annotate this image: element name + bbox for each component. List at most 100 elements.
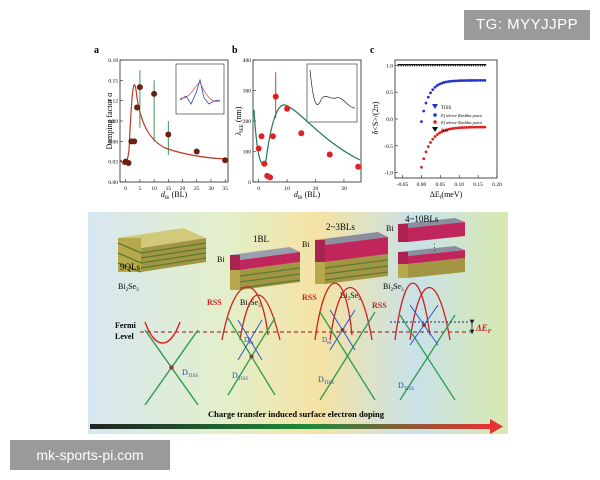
panel-c-blue-point bbox=[429, 91, 432, 95]
panel-c-blue-point bbox=[476, 79, 480, 82]
schematic: ⋮ 9QLs 1BL 2~3BLs 4~10BLs Bi2Se3 Bi Bi2S… bbox=[88, 212, 508, 434]
panel-c-red-point bbox=[478, 125, 482, 129]
panel-b-point bbox=[255, 145, 262, 152]
panel-a-point bbox=[222, 157, 229, 164]
panel-a: a 0.00 0.03 0.06 0.09 0.12 0.15 0.18 0 5 10 15 20 2… bbox=[94, 45, 229, 201]
panel-c-red-point bbox=[444, 128, 448, 132]
panel-c-xtick-label: 0.20 bbox=[492, 182, 502, 188]
panel-c-blue-point bbox=[481, 78, 485, 82]
panel-c-blue-point bbox=[424, 101, 428, 105]
bi-label-2: Bi bbox=[302, 240, 310, 249]
panel-c-frame bbox=[394, 59, 498, 179]
panel-c-red-point bbox=[463, 126, 466, 129]
panel-a-ytick-label: 0.12 bbox=[108, 99, 118, 105]
panel-b-xtick-label: 0 bbox=[257, 186, 260, 192]
panel-c-blue-point bbox=[458, 79, 462, 83]
panel-c-net-point bbox=[399, 63, 403, 67]
panel-a-inset-curve bbox=[179, 78, 221, 105]
panel-c-red-point bbox=[458, 126, 462, 130]
panel-a-point bbox=[131, 138, 138, 145]
panel-b-ytick-label: 100 bbox=[243, 150, 252, 156]
doping-arrow-head bbox=[490, 419, 503, 434]
panel-c-net-point bbox=[476, 63, 480, 67]
panel-c-red-point bbox=[440, 130, 444, 134]
bi-label-3: Bi bbox=[386, 224, 394, 233]
panel-c-red-point bbox=[469, 125, 473, 129]
panel-a-ytick-label: 0.18 bbox=[108, 58, 118, 64]
panel-c-yticks: -1.0 -0.5 0.0 0.5 1.0 bbox=[384, 63, 398, 177]
panel-a-point bbox=[151, 90, 158, 97]
panel-c-blue-point bbox=[465, 79, 469, 82]
panel-c-blue-point bbox=[463, 79, 466, 82]
panel-b-ytick-label: 400 bbox=[243, 58, 252, 64]
panel-c-blue-point bbox=[483, 78, 487, 82]
panel-c-net-point bbox=[471, 63, 476, 67]
panel-c-blue-point bbox=[456, 79, 460, 83]
substrate-label-4: Bi2Se3 bbox=[383, 282, 404, 293]
band-diagram-4: RSS DTISS ΔEF bbox=[372, 282, 492, 401]
fermi-label-2: Level bbox=[115, 332, 134, 341]
panel-a-xlabel: dBi (BL) bbox=[161, 190, 188, 201]
stage-label-2-3bl: 2~3BLs bbox=[326, 222, 355, 232]
panel-c-xlabel: ΔEf(meV) bbox=[430, 190, 463, 201]
panel-c-net-point bbox=[410, 63, 414, 67]
panel-c-red-point bbox=[481, 125, 485, 129]
panel-c-ytick-label: -0.5 bbox=[384, 144, 393, 150]
panel-c-net-point bbox=[453, 63, 458, 67]
panel-a-fit-curve bbox=[120, 84, 227, 166]
panel-c-net-point bbox=[437, 63, 442, 67]
panel-c-blue-point bbox=[467, 79, 471, 82]
panel-c-blue-point bbox=[438, 82, 441, 86]
panel-c-net-point bbox=[433, 63, 437, 67]
stack-4-10bl: ⋮ bbox=[398, 218, 465, 278]
panel-c-net-point bbox=[406, 63, 410, 67]
panel-c-xtick-label: 0.05 bbox=[436, 182, 446, 188]
d-tiss-1: DTISS bbox=[182, 368, 198, 379]
panel-c-red-point bbox=[456, 126, 460, 130]
panel-c-ylabel: δ<S>/(2π) bbox=[371, 101, 380, 134]
fermi-label-1: Fermi bbox=[115, 321, 137, 330]
panel-c-blue-point bbox=[451, 79, 455, 83]
panel-c-red-point bbox=[474, 125, 478, 129]
d-tiss-2: DTISS bbox=[232, 371, 248, 382]
legend-tiss: TISS bbox=[441, 106, 452, 111]
panel-a-point bbox=[134, 104, 141, 111]
panel-c-net-point bbox=[397, 63, 401, 67]
panel-a-point bbox=[193, 148, 200, 155]
stack-1bl bbox=[230, 247, 301, 290]
panel-b-point bbox=[267, 174, 274, 181]
panel-a-xtick-label: 15 bbox=[166, 186, 172, 192]
legend-ef-blue: Ef above Rashba point bbox=[440, 113, 483, 118]
panel-b-xtick-label: 20 bbox=[313, 186, 319, 192]
panel-c-red-point bbox=[467, 125, 471, 129]
panel-c-red-point bbox=[422, 157, 426, 161]
panel-c-net-point bbox=[435, 63, 439, 67]
panel-a-xtick-label: 10 bbox=[151, 186, 157, 192]
panel-c-xticks: -0.05 0.00 0.05 0.10 0.15 0.20 bbox=[397, 175, 502, 188]
panel-c-red-point bbox=[429, 141, 432, 144]
panel-a-ytick-label: 0.09 bbox=[108, 119, 118, 125]
band-diagram-3: RSS DRI DTISS bbox=[302, 282, 376, 401]
panel-c-legend: TISS Ef above Rashba point Ef above Rash… bbox=[432, 104, 483, 134]
panel-c-xtick-label: -0.05 bbox=[397, 182, 409, 188]
panel-c-blue-point bbox=[420, 120, 423, 124]
panel-c-red-point bbox=[454, 126, 457, 130]
panel-b-point bbox=[326, 151, 333, 158]
stage-label-9ql: 9QLs bbox=[120, 262, 140, 272]
panel-c-blue-point bbox=[426, 95, 430, 99]
panel-c-blue-point bbox=[433, 85, 437, 89]
substrate-label-1: Bi2Se3 bbox=[118, 282, 139, 293]
stage-label-4-10bl: 4~10BLs bbox=[405, 214, 439, 224]
panel-c-blue-point bbox=[435, 84, 439, 87]
panel-c-net-point bbox=[413, 63, 417, 67]
delta-ef-label: ΔEF bbox=[475, 323, 492, 335]
panel-c-blue-point bbox=[422, 109, 426, 113]
panel-c-blue-point bbox=[442, 81, 446, 84]
panel-c-net-point bbox=[469, 63, 473, 67]
panel-c-blue-point bbox=[440, 81, 444, 85]
panel-a-point bbox=[165, 131, 172, 138]
panel-c-net-point bbox=[449, 63, 453, 67]
panel-a-xtick-label: 0 bbox=[124, 186, 127, 192]
d-ri-2: DRI bbox=[244, 336, 254, 345]
